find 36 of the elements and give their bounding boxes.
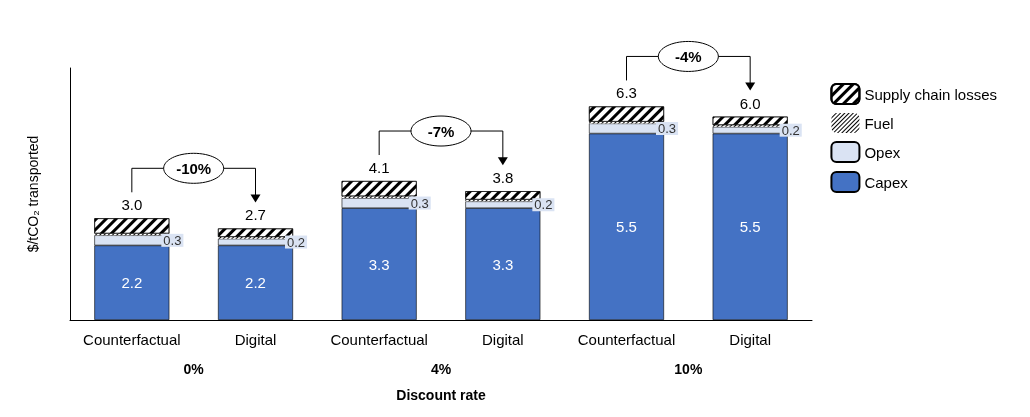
data-label: 5.5 [739, 218, 761, 236]
data-label: 3.3 [492, 255, 514, 273]
x-tick-label: Digital [729, 331, 772, 348]
text: 4% [430, 361, 452, 377]
data-label: 3.3 [368, 255, 390, 273]
x-tick-label: Counterfactual [330, 331, 428, 348]
data-label: 2.2 [121, 274, 143, 292]
annotation: -7% [427, 122, 455, 140]
legend-label: Opex [864, 143, 901, 161]
total-label: 3.8 [492, 169, 514, 187]
data-label: 0.3 [410, 195, 429, 211]
data-label: 0.3 [658, 120, 677, 136]
x-tick-label: Counterfactual [83, 331, 181, 348]
total-label: 6.3 [616, 84, 637, 102]
text: 0% [183, 361, 205, 377]
text: -4% [674, 47, 702, 65]
x-tick-label: Digital [234, 331, 277, 348]
x-tick-label: Digital [481, 331, 524, 348]
data-label: 0.2 [287, 234, 306, 250]
x-axis-title: Discount rate [396, 387, 486, 403]
text: 10% [674, 361, 703, 377]
annotation: -10% [176, 159, 212, 177]
data-label: 0.2 [781, 122, 800, 138]
legend-label: Supply chain losses [864, 85, 997, 103]
data-label: 2.2 [245, 274, 266, 292]
data-label: 5.5 [616, 218, 637, 236]
total-label: 3.0 [121, 196, 143, 214]
legend-label: Fuel [864, 114, 894, 132]
total-label: 4.1 [368, 159, 390, 177]
data-label: 0.3 [163, 232, 182, 248]
data-label: 0.2 [534, 197, 553, 213]
total-label: 6.0 [739, 94, 761, 112]
x-tick-label: Counterfactual [577, 331, 676, 348]
y-axis-title: $/tCO₂ transported [25, 135, 41, 253]
total-label: 2.7 [245, 206, 266, 224]
legend-label: Capex [864, 173, 909, 191]
